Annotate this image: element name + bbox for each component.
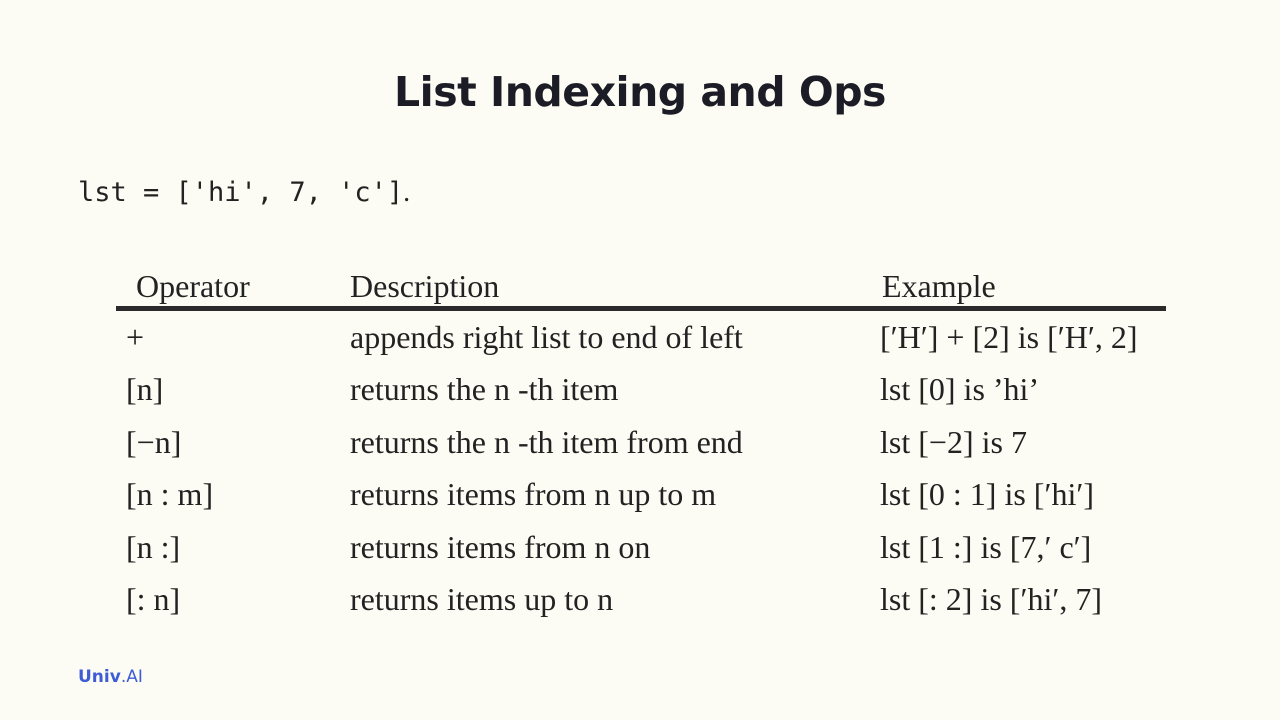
example-cell: lst [0 : 1] is [′hi′] (880, 476, 1094, 513)
operator-cell: [: n] (126, 581, 181, 618)
code-example: lst = ['hi', 7, 'c']. (78, 176, 410, 209)
table-row: [n] returns the n -th item lst [0] is ’h… (116, 364, 1166, 417)
univ-ai-logo: Univ.AI (78, 667, 143, 687)
table-row: [: n] returns items up to n lst [: 2] is… (116, 574, 1166, 627)
description-cell: appends right list to end of left (350, 318, 743, 355)
example-cell: [′H′] + [2] is [′H′, 2] (880, 318, 1138, 355)
header-operator: Operator (136, 268, 250, 304)
description-cell: returns the n -th item from end (350, 423, 743, 460)
example-cell: lst [0] is ’hi’ (880, 371, 1040, 408)
header-example: Example (882, 268, 996, 304)
logo-text-bold: Univ (78, 667, 121, 687)
slide-title: List Indexing and Ops (394, 68, 886, 116)
example-cell: lst [1 :] is [7,′ c′] (880, 528, 1092, 565)
example-cell: lst [−2] is 7 (880, 423, 1027, 460)
description-cell: returns the n -th item (350, 371, 619, 408)
description-cell: returns items up to n (350, 581, 614, 618)
code-period: . (403, 177, 411, 208)
table-header-row: Operator Description Example (116, 262, 1166, 309)
code-text: lst = ['hi', 7, 'c'] (78, 177, 404, 208)
operator-cell: [n : m] (126, 476, 214, 513)
example-cell: lst [: 2] is [′hi′, 7] (880, 581, 1102, 618)
operator-cell: [n] (126, 371, 164, 408)
operator-cell: [n :] (126, 528, 181, 565)
logo-text-rest: .AI (120, 667, 143, 687)
table-row: [n :] returns items from n on lst [1 :] … (116, 521, 1166, 574)
table-row: [−n] returns the n -th item from end lst… (116, 416, 1166, 469)
table-row: [n : m] returns items from n up to m lst… (116, 469, 1166, 522)
operator-cell: [−n] (126, 423, 182, 460)
operators-table: Operator Description Example + appends r… (116, 262, 1166, 626)
operator-cell: + (126, 318, 145, 355)
header-description: Description (350, 268, 500, 304)
table-row: + appends right list to end of left [′H′… (116, 309, 1166, 364)
description-cell: returns items from n up to m (350, 476, 717, 513)
description-cell: returns items from n on (350, 528, 651, 565)
